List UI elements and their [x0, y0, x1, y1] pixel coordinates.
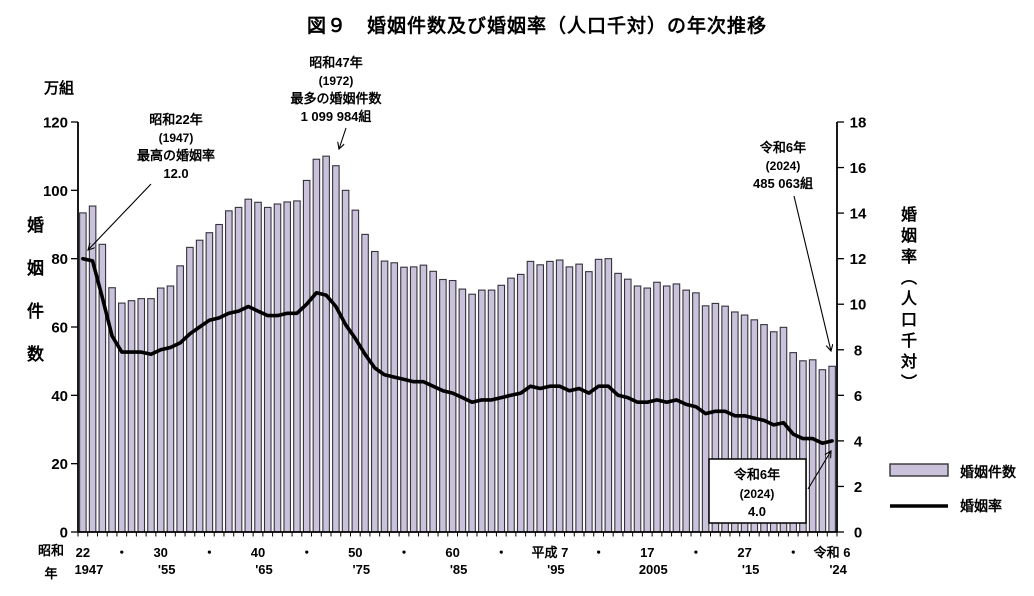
svg-text:18: 18 — [850, 115, 867, 132]
annotation-highest-rate: 昭和22年 (1947) 最高の婚姻率 12.0 — [88, 112, 215, 250]
svg-text:4: 4 — [854, 433, 863, 450]
annotation-text: 令和6年 — [760, 140, 806, 155]
svg-text:令和 6: 令和 6 — [814, 545, 851, 560]
left-axis-title: 婚姻件数 — [24, 216, 43, 388]
bars-series — [79, 155, 836, 533]
annotation-text: 4.0 — [748, 504, 766, 519]
x-axis-labels: 22 1947 ・ 30 '55 ・ 40 '65 ・ 50 '75 ・ 60 '85 ・ 平成 7 '95 ・ 1… — [74, 545, 850, 577]
svg-text:・: ・ — [592, 545, 605, 560]
annotation-arrow — [88, 183, 152, 250]
svg-text:50: 50 — [348, 545, 362, 560]
rate-line-series — [81, 256, 834, 446]
legend-bar-swatch — [889, 463, 949, 477]
annotation-text: (2024) — [740, 487, 775, 501]
annotation-most-marriages: 昭和47年 (1972) 最多の婚姻件数 1 099 984組 — [290, 55, 382, 149]
svg-text:・: ・ — [397, 545, 410, 560]
svg-text:'75: '75 — [353, 562, 371, 577]
svg-text:'24: '24 — [829, 562, 847, 577]
svg-text:'55: '55 — [158, 562, 176, 577]
annotation-text: 最高の婚姻率 — [137, 148, 215, 163]
figure-title: 図９ 婚姻件数及び婚姻率（人口千対）の年次推移 — [306, 16, 767, 37]
svg-text:0: 0 — [854, 525, 862, 542]
x-axis-era-label: 昭和 年 — [31, 539, 71, 586]
x-axis-ticks — [77, 532, 838, 537]
svg-text:12: 12 — [850, 251, 867, 268]
svg-text:30: 30 — [153, 545, 167, 560]
right-axis-title: 婚姻率（人口千対） — [898, 206, 915, 395]
svg-text:60: 60 — [51, 320, 68, 337]
annotation-arrow — [793, 195, 831, 351]
svg-text:20: 20 — [51, 456, 68, 473]
annotation-latest-rate: 令和6年 (2024) 4.0 — [708, 451, 831, 524]
svg-text:120: 120 — [43, 115, 68, 132]
svg-text:17: 17 — [640, 545, 654, 560]
svg-text:・: ・ — [689, 545, 702, 560]
legend-bar-label: 婚姻件数 — [960, 464, 1017, 480]
svg-text:・: ・ — [495, 545, 508, 560]
svg-text:22: 22 — [76, 545, 90, 560]
svg-text:14: 14 — [850, 206, 867, 223]
left-axis-unit: 万組 — [44, 80, 75, 97]
annotation-text: 12.0 — [163, 166, 188, 181]
annotation-text: 昭和22年 — [149, 112, 202, 127]
annotation-text: 1 099 984組 — [301, 109, 372, 124]
annotation-latest-count: 令和6年 (2024) 485 063組 — [753, 140, 831, 351]
svg-text:100: 100 — [43, 183, 68, 200]
annotation-arrow — [339, 127, 347, 149]
svg-text:平成 7: 平成 7 — [531, 545, 568, 560]
svg-text:60: 60 — [445, 545, 459, 560]
svg-text:・: ・ — [300, 545, 313, 560]
svg-text:・: ・ — [787, 545, 800, 560]
x-axis-era-line2: 年 — [44, 566, 58, 582]
svg-text:1947: 1947 — [74, 562, 103, 577]
svg-text:40: 40 — [251, 545, 265, 560]
svg-text:・: ・ — [203, 545, 216, 560]
svg-text:40: 40 — [51, 388, 68, 405]
svg-text:80: 80 — [51, 251, 68, 268]
legend-line-label: 婚姻率 — [960, 498, 1002, 514]
svg-text:8: 8 — [854, 342, 862, 359]
svg-text:2005: 2005 — [639, 562, 668, 577]
svg-text:10: 10 — [850, 297, 867, 314]
svg-text:'85: '85 — [450, 562, 468, 577]
svg-text:'15: '15 — [742, 562, 760, 577]
annotation-arrow — [807, 451, 831, 490]
annotation-text: 昭和47年 — [309, 55, 362, 70]
x-axis-era-line1: 昭和 — [37, 543, 64, 558]
annotation-text: 485 063組 — [753, 176, 813, 191]
svg-text:0: 0 — [60, 525, 68, 542]
right-axis-ticks: 0 2 4 6 8 10 12 14 16 18 — [837, 115, 867, 542]
svg-text:・: ・ — [115, 545, 128, 560]
callout-box — [708, 458, 807, 524]
svg-text:16: 16 — [850, 160, 867, 177]
svg-text:'95: '95 — [547, 562, 565, 577]
legend: 婚姻件数 婚姻率 — [889, 463, 1017, 514]
svg-text:6: 6 — [854, 388, 862, 405]
annotation-text: (2024) — [766, 159, 801, 173]
svg-text:27: 27 — [737, 545, 751, 560]
annotation-text: 最多の婚姻件数 — [290, 91, 382, 106]
annotation-text: (1972) — [319, 74, 354, 88]
svg-text:'65: '65 — [255, 562, 273, 577]
annotation-text: (1947) — [159, 131, 194, 145]
left-axis-ticks: 0 20 40 60 80 100 120 — [43, 115, 78, 542]
svg-text:2: 2 — [854, 479, 862, 496]
annotation-text: 令和6年 — [734, 467, 780, 482]
